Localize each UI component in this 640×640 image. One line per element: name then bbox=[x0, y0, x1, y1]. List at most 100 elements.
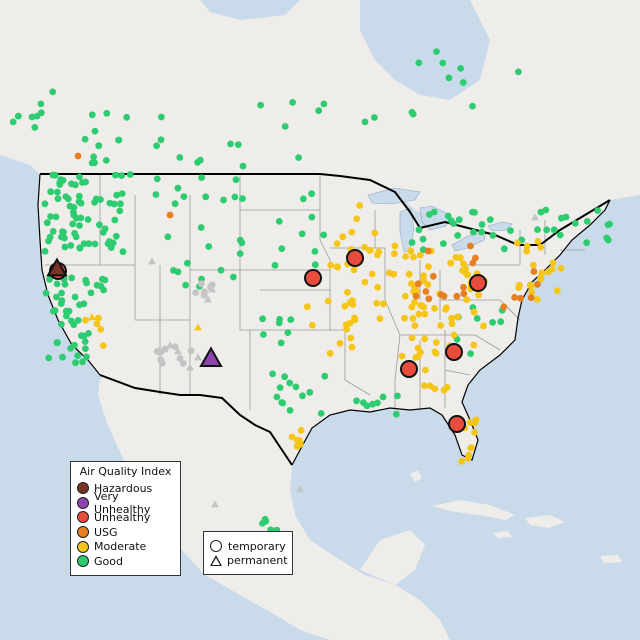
moderate-station bbox=[303, 303, 311, 311]
usg-station bbox=[534, 280, 541, 288]
legend-label: USG bbox=[94, 525, 118, 539]
good-station bbox=[31, 124, 39, 131]
good-station bbox=[47, 213, 54, 220]
moderate-station bbox=[380, 300, 387, 308]
good-station bbox=[91, 240, 99, 248]
good-station bbox=[320, 100, 328, 108]
good-station bbox=[196, 156, 204, 164]
good-station bbox=[58, 289, 65, 297]
good-station bbox=[58, 233, 65, 241]
legend-item-unhealthy: Unhealthy bbox=[77, 510, 174, 525]
good-station bbox=[64, 195, 72, 203]
good-station bbox=[321, 372, 329, 380]
moderate-station bbox=[442, 306, 449, 313]
good-station bbox=[459, 79, 467, 86]
usg-station bbox=[424, 247, 432, 255]
circle-icon bbox=[210, 540, 222, 553]
good-station bbox=[153, 175, 161, 183]
good-station bbox=[49, 228, 57, 235]
good-station bbox=[75, 192, 83, 200]
moderate-station bbox=[440, 386, 448, 394]
moderate-station bbox=[376, 315, 384, 322]
good-station bbox=[74, 317, 82, 324]
arctic-water bbox=[200, 0, 300, 20]
good-station bbox=[174, 184, 182, 192]
moderate-station bbox=[437, 322, 444, 329]
moderate-station bbox=[375, 248, 383, 256]
legend-label: Moderate bbox=[94, 540, 147, 554]
good-station bbox=[311, 248, 319, 255]
moderate-station bbox=[324, 297, 332, 305]
moderate-station bbox=[454, 313, 461, 321]
good-station bbox=[14, 112, 22, 120]
moderate-station bbox=[97, 326, 105, 333]
good-station bbox=[67, 345, 74, 352]
good-station bbox=[450, 220, 457, 228]
moderate-station bbox=[412, 354, 420, 361]
moderate-station bbox=[475, 291, 482, 299]
moderate-station bbox=[448, 314, 455, 322]
good-station bbox=[41, 247, 49, 255]
good-station bbox=[184, 259, 191, 267]
good-station bbox=[54, 188, 61, 196]
moderate-station bbox=[339, 233, 347, 241]
moderate-station bbox=[463, 270, 471, 278]
unhealthy-station bbox=[448, 415, 466, 433]
good-station bbox=[320, 231, 328, 239]
usg-station bbox=[511, 294, 518, 301]
good-station bbox=[197, 224, 205, 231]
good-station bbox=[583, 218, 591, 225]
moderate-station bbox=[407, 247, 415, 255]
good-station bbox=[111, 216, 119, 224]
good-station bbox=[276, 384, 284, 391]
moderate-station bbox=[537, 243, 545, 251]
moderate-swatch bbox=[77, 540, 89, 553]
good-station bbox=[69, 220, 77, 228]
good-station bbox=[76, 222, 83, 229]
permanent-moderate-station bbox=[88, 313, 96, 321]
good-station bbox=[271, 261, 279, 269]
good-station bbox=[394, 392, 401, 400]
moderate-station bbox=[471, 428, 478, 436]
moderate-station bbox=[538, 269, 546, 277]
good-station bbox=[116, 207, 124, 215]
moderate-station bbox=[467, 444, 475, 452]
good-station bbox=[158, 113, 165, 121]
good-station bbox=[471, 209, 478, 216]
moderate-station bbox=[457, 254, 464, 262]
good-station bbox=[273, 393, 281, 401]
good-station bbox=[42, 289, 50, 297]
moderate-station bbox=[326, 349, 334, 357]
moderate-station bbox=[464, 455, 472, 462]
mexico-landmass bbox=[100, 375, 450, 640]
good-station bbox=[77, 214, 85, 222]
good-station bbox=[497, 318, 505, 326]
good-station bbox=[500, 245, 508, 253]
moderate-station bbox=[448, 320, 456, 328]
legend-label: Good bbox=[94, 554, 123, 568]
legend-label: Very Unhealthy bbox=[94, 489, 151, 516]
good-station bbox=[52, 213, 60, 221]
national-borders bbox=[40, 173, 611, 466]
moderate-station bbox=[432, 349, 440, 357]
good-station bbox=[95, 142, 103, 150]
good-station bbox=[440, 240, 447, 248]
unhealthy-station bbox=[400, 360, 418, 378]
legend-item-temporary: temporary bbox=[210, 539, 286, 554]
moderate-station bbox=[470, 308, 478, 316]
good-station bbox=[419, 235, 427, 243]
usg-station bbox=[425, 295, 433, 303]
good-station bbox=[49, 88, 57, 96]
moderate-station bbox=[336, 339, 344, 347]
permanent-no-data-station bbox=[296, 485, 304, 493]
moderate-station bbox=[431, 305, 438, 312]
good-station bbox=[542, 206, 550, 214]
usg-station bbox=[74, 152, 82, 160]
good-station bbox=[473, 315, 481, 322]
good-station bbox=[79, 358, 86, 366]
good-station bbox=[58, 320, 65, 328]
good-station bbox=[257, 101, 264, 109]
good-station bbox=[363, 402, 371, 410]
moderate-station bbox=[515, 284, 523, 291]
good-station bbox=[286, 379, 294, 387]
